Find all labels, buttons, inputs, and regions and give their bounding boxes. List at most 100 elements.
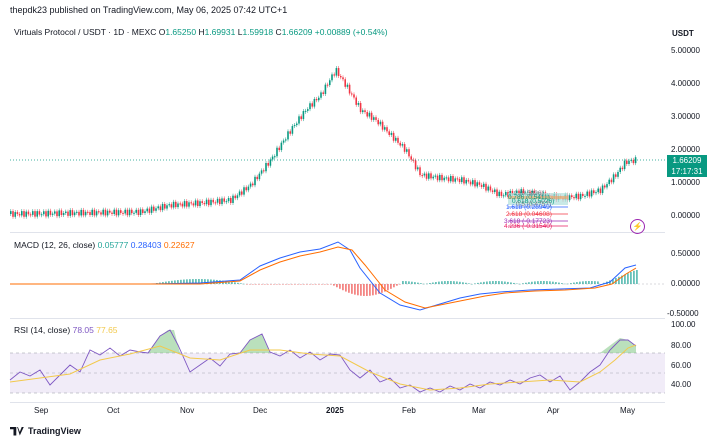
open-value: 1.65250 bbox=[165, 27, 197, 37]
candle bbox=[230, 197, 232, 203]
macd-bar bbox=[270, 284, 272, 285]
candle bbox=[36, 211, 38, 217]
macd-bar bbox=[189, 279, 191, 284]
candle bbox=[623, 160, 626, 170]
macd-bar bbox=[168, 281, 170, 284]
candle bbox=[494, 189, 496, 193]
candle bbox=[201, 201, 203, 204]
candle bbox=[480, 184, 483, 187]
macd-bar bbox=[177, 280, 179, 284]
candle bbox=[615, 174, 617, 177]
candle bbox=[414, 160, 417, 170]
macd-bar bbox=[462, 282, 464, 284]
candle bbox=[278, 147, 280, 151]
candle bbox=[619, 167, 621, 172]
candle bbox=[291, 126, 294, 134]
macd-bar bbox=[360, 284, 362, 296]
price-tick: 4.00000 bbox=[671, 79, 700, 88]
macd-bar bbox=[453, 281, 455, 284]
macd-bar bbox=[504, 281, 506, 284]
candle bbox=[159, 206, 162, 211]
time-tick: 2025 bbox=[326, 406, 344, 415]
candle bbox=[406, 149, 408, 152]
candle bbox=[331, 74, 333, 81]
price-panel[interactable] bbox=[10, 20, 665, 233]
candle bbox=[373, 117, 375, 120]
macd-bar bbox=[588, 281, 590, 284]
candle bbox=[516, 190, 518, 194]
candle bbox=[214, 202, 217, 204]
macd-bar bbox=[561, 283, 563, 284]
rsi-tick: 60.00 bbox=[671, 361, 692, 370]
macd-bar bbox=[432, 282, 434, 284]
candle bbox=[408, 149, 410, 157]
macd-bar bbox=[591, 281, 593, 284]
candle bbox=[401, 144, 404, 146]
candle bbox=[445, 177, 448, 179]
macd-bar bbox=[192, 279, 194, 284]
macd-histogram bbox=[150, 270, 638, 296]
macd-bar bbox=[465, 282, 467, 284]
macd-bar bbox=[444, 281, 446, 284]
macd-bar bbox=[372, 284, 374, 296]
macd-bar bbox=[393, 284, 395, 288]
candle bbox=[190, 202, 192, 204]
rsi-overbought-fill bbox=[148, 330, 636, 353]
candle bbox=[100, 212, 102, 215]
candle bbox=[626, 160, 628, 164]
candle bbox=[76, 211, 78, 213]
candle bbox=[236, 195, 239, 199]
candle bbox=[274, 156, 276, 158]
candle bbox=[304, 110, 307, 112]
candle bbox=[443, 177, 445, 181]
rsi-panel[interactable] bbox=[10, 318, 665, 403]
candle bbox=[197, 200, 199, 207]
macd-bar bbox=[201, 279, 203, 284]
candle bbox=[93, 209, 96, 216]
macd-bar bbox=[420, 283, 422, 284]
macd-bar bbox=[297, 284, 299, 285]
candle bbox=[194, 200, 197, 206]
candle bbox=[43, 211, 45, 215]
candle bbox=[131, 209, 133, 214]
candle bbox=[106, 210, 109, 216]
macd-bar bbox=[597, 281, 599, 284]
macd-bar bbox=[471, 283, 473, 285]
candle bbox=[135, 209, 137, 213]
candle bbox=[496, 189, 498, 197]
macd-bar bbox=[261, 284, 263, 285]
macd-bar bbox=[477, 282, 479, 284]
macd-bar bbox=[417, 282, 419, 284]
candle bbox=[632, 159, 635, 164]
macd-bar bbox=[543, 281, 545, 284]
macd-bar bbox=[567, 283, 569, 285]
macd-bar bbox=[246, 284, 248, 285]
candle bbox=[630, 159, 632, 161]
tradingview-brand[interactable]: TradingView bbox=[10, 426, 81, 436]
candle bbox=[296, 123, 298, 126]
candle bbox=[472, 180, 474, 185]
fib-label: 3.618 (-0.17723) bbox=[504, 218, 553, 225]
macd-panel[interactable] bbox=[10, 233, 665, 319]
candle bbox=[285, 139, 287, 141]
candle bbox=[172, 201, 175, 208]
macd-bar bbox=[384, 284, 386, 292]
time-tick: May bbox=[620, 406, 636, 415]
candle bbox=[465, 179, 467, 184]
candle bbox=[29, 214, 32, 216]
macd-bar bbox=[405, 281, 407, 284]
candle bbox=[483, 183, 485, 187]
macd-bar bbox=[594, 281, 596, 284]
rsi-line bbox=[9, 329, 637, 393]
candle bbox=[395, 137, 397, 141]
candle bbox=[157, 206, 159, 209]
high-label: H bbox=[198, 27, 205, 37]
candle bbox=[115, 209, 118, 216]
macd-bar bbox=[387, 284, 389, 291]
candle bbox=[478, 182, 481, 185]
candle bbox=[612, 174, 615, 183]
lightning-icon[interactable]: ⚡ bbox=[630, 219, 645, 234]
low-label: L bbox=[237, 27, 243, 37]
macd-bar bbox=[525, 282, 527, 284]
